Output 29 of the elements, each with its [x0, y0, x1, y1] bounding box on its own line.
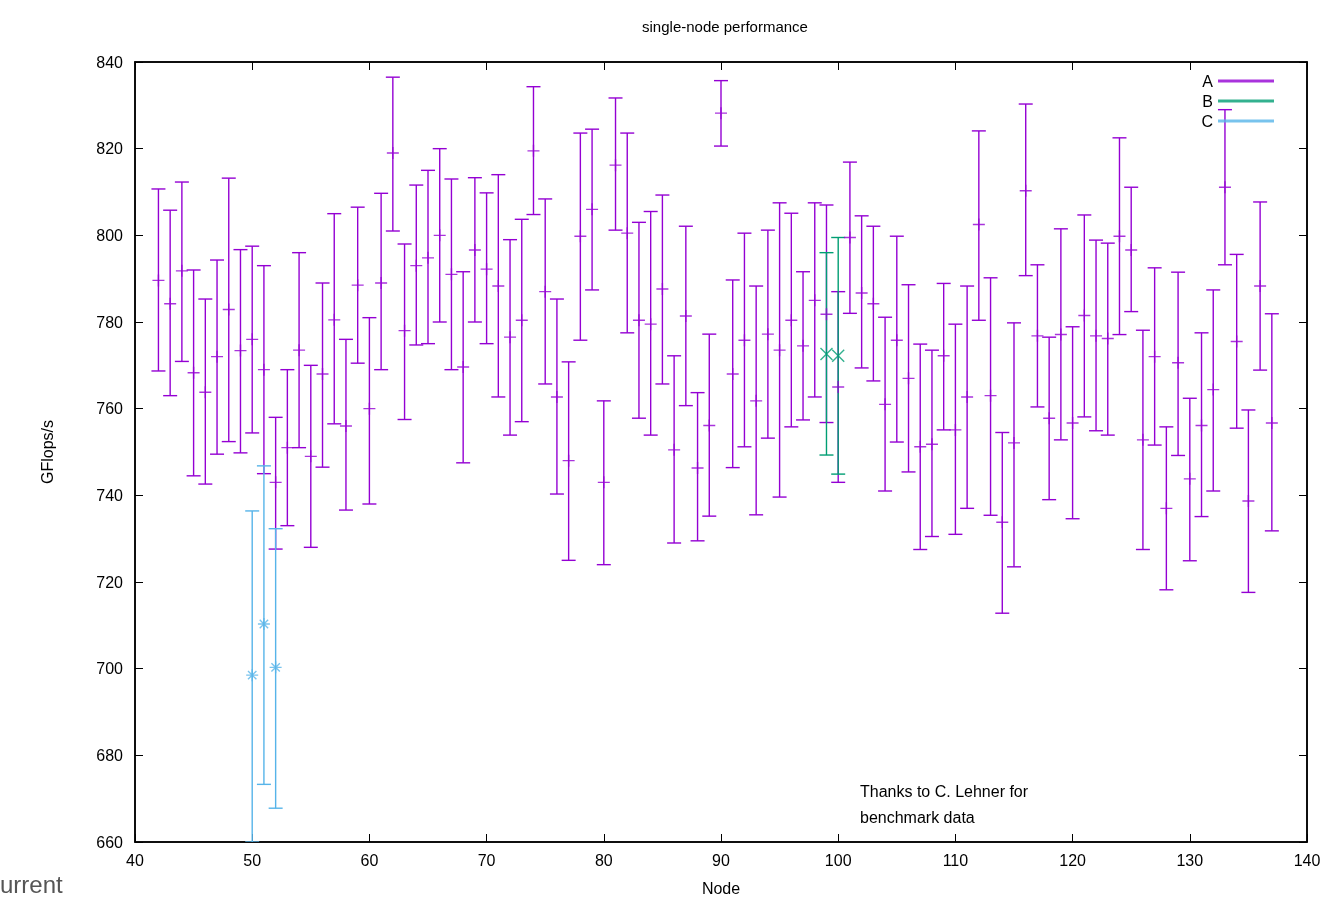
x-axis-title: Node — [701, 879, 741, 897]
y-tick-label: 660 — [96, 833, 124, 851]
legend-label: A — [1202, 72, 1214, 90]
y-tick-label: 700 — [96, 660, 124, 678]
annotation: Thanks to C. Lehner for benchmark data — [860, 782, 1033, 826]
y-tick-label: 780 — [96, 313, 124, 331]
y-tick-label: 680 — [96, 746, 124, 764]
x-tick-label: 70 — [477, 851, 496, 869]
y-tick-label: 820 — [96, 140, 124, 158]
y-tick-label: 800 — [96, 226, 124, 244]
x-tick-label: 100 — [824, 851, 852, 869]
chart-title: single-node performance — [642, 18, 808, 35]
x-tick-label: 140 — [1293, 851, 1321, 869]
x-tick-label: 120 — [1059, 851, 1087, 869]
x-tick-label: 110 — [942, 851, 969, 869]
x-tick-label: 130 — [1176, 851, 1204, 869]
y-tick-label: 720 — [96, 573, 124, 591]
x-tick-label: 90 — [712, 851, 730, 869]
legend-label: B — [1202, 92, 1213, 110]
x-tick-label: 40 — [126, 851, 144, 869]
x-tick-label: 60 — [360, 851, 379, 869]
x-tick-label: 50 — [243, 851, 262, 869]
y-tick-label: 740 — [96, 486, 124, 504]
y-tick-label: 840 — [96, 53, 124, 71]
legend-label: C — [1201, 112, 1213, 130]
y-tick-label: 760 — [96, 400, 124, 418]
text: urrent — [0, 870, 64, 898]
x-tick-label: 80 — [594, 851, 613, 869]
y-axis-title: GFlops/s — [38, 419, 56, 485]
